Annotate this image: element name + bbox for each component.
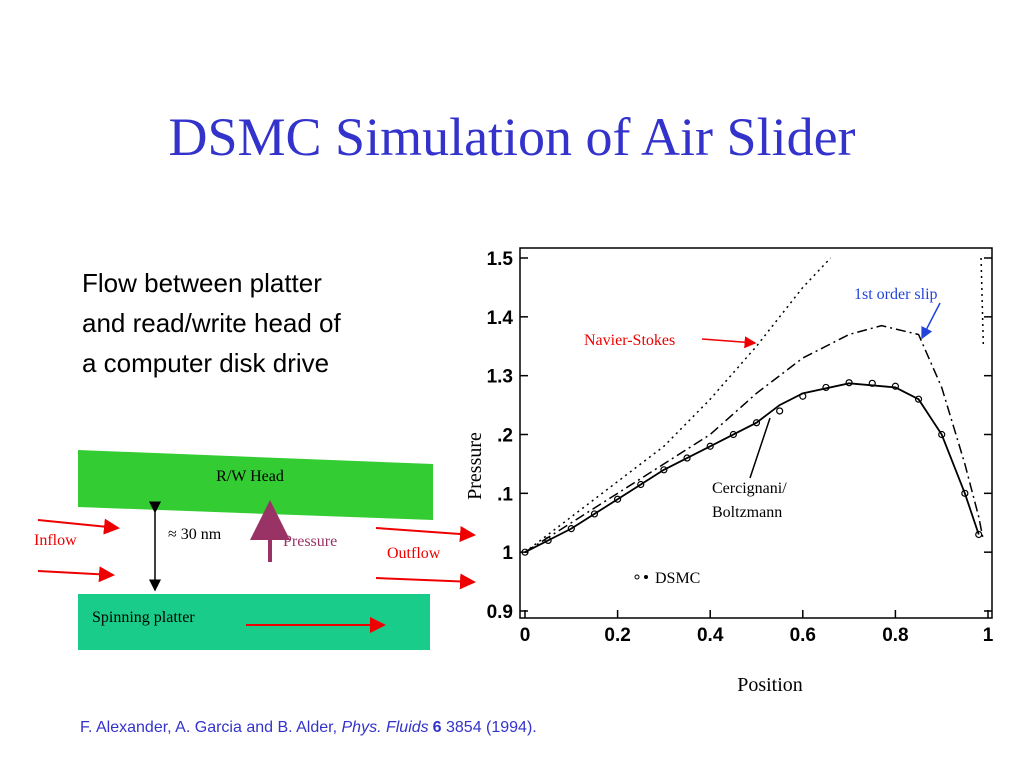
series-line: [524, 257, 985, 553]
inflow-label: Inflow: [34, 532, 77, 549]
data-point: [660, 466, 668, 474]
data-point: [914, 395, 923, 403]
data-point: [590, 510, 599, 518]
annotation-line: Boltzmann: [712, 504, 782, 521]
data-point: [729, 430, 737, 439]
y-tick-label: 1.4: [487, 308, 514, 329]
gap-label: ≈ 30 nm: [168, 526, 222, 543]
x-axis-label: Position: [737, 674, 803, 696]
x-tick-label: 1: [983, 625, 994, 646]
x-tick-label: 0: [520, 625, 531, 646]
y-tick-label: 0.9: [487, 602, 513, 623]
y-tick-label: 1: [502, 543, 513, 564]
data-point: [975, 530, 983, 539]
series-line: [524, 382, 980, 553]
citation-rest: 3854 (1994).: [442, 719, 537, 736]
legend-marker: [644, 575, 648, 579]
data-point: [544, 536, 552, 545]
data-point: [868, 379, 876, 387]
annotation-arrow: [921, 302, 941, 340]
data-point: [613, 495, 622, 503]
description-line: a computer disk drive: [82, 348, 329, 378]
series-annotation: 1st order slip: [854, 286, 938, 303]
data-point: [521, 548, 529, 556]
citation-volume: 6: [433, 719, 442, 736]
data-point: [891, 382, 900, 390]
annotation-arrow: [701, 336, 757, 349]
x-tick-label: 0.6: [790, 625, 816, 646]
series-line: [524, 324, 985, 553]
outflow-arrow: [375, 526, 476, 542]
slide-title: DSMC Simulation of Air Slider: [168, 107, 855, 167]
head-label: R/W Head: [216, 468, 284, 485]
description-line: Flow between platter: [82, 268, 322, 298]
description-line: and read/write head of: [82, 308, 342, 338]
data-point: [683, 454, 691, 462]
citation-journal: Phys. Fluids: [342, 719, 429, 736]
data-point: [752, 419, 761, 427]
data-point: [938, 430, 946, 439]
legend-marker: [634, 574, 640, 580]
data-point: [822, 383, 830, 392]
pressure-label: Pressure: [283, 533, 337, 550]
y-tick-label: .2: [497, 426, 513, 447]
outflow-arrow: [375, 573, 476, 590]
inflow-arrow: [37, 566, 115, 583]
x-tick-label: 0.8: [882, 625, 908, 646]
y-axis-label: Pressure: [464, 432, 486, 500]
y-tick-label: 1.5: [487, 249, 514, 270]
data-point: [845, 379, 853, 387]
data-point: [567, 525, 575, 533]
x-tick-label: 0.4: [697, 625, 724, 646]
data-point: [961, 489, 969, 497]
annotation-line: Cercignani/: [712, 480, 787, 497]
plot-frame: [519, 247, 993, 619]
y-tick-label: 1.3: [487, 367, 513, 388]
head-block: [78, 450, 433, 520]
data-point: [706, 442, 714, 450]
annotation-line: [749, 417, 771, 479]
y-tick-label: .1: [497, 484, 513, 505]
inflow-arrow: [37, 518, 120, 535]
data-point: [799, 392, 807, 400]
data-point: [776, 407, 784, 415]
outflow-label: Outflow: [387, 545, 441, 562]
platter-label: Spinning platter: [92, 609, 195, 626]
data-point: [637, 480, 645, 489]
series-annotation: Navier-Stokes: [584, 332, 675, 349]
citation-authors: F. Alexander, A. Garcia and B. Alder,: [80, 719, 342, 736]
plot: 0.9 1 .1 .2 1.3 1.4 1.5 0 0.2 0.4 0.6 0.8 1: [487, 249, 994, 646]
citation: F. Alexander, A. Garcia and B. Alder, Ph…: [80, 719, 537, 736]
x-tick-label: 0.2: [604, 625, 630, 646]
series-annotation: Cercignani/Boltzmann: [712, 480, 787, 521]
series-annotation: DSMC: [655, 570, 700, 587]
